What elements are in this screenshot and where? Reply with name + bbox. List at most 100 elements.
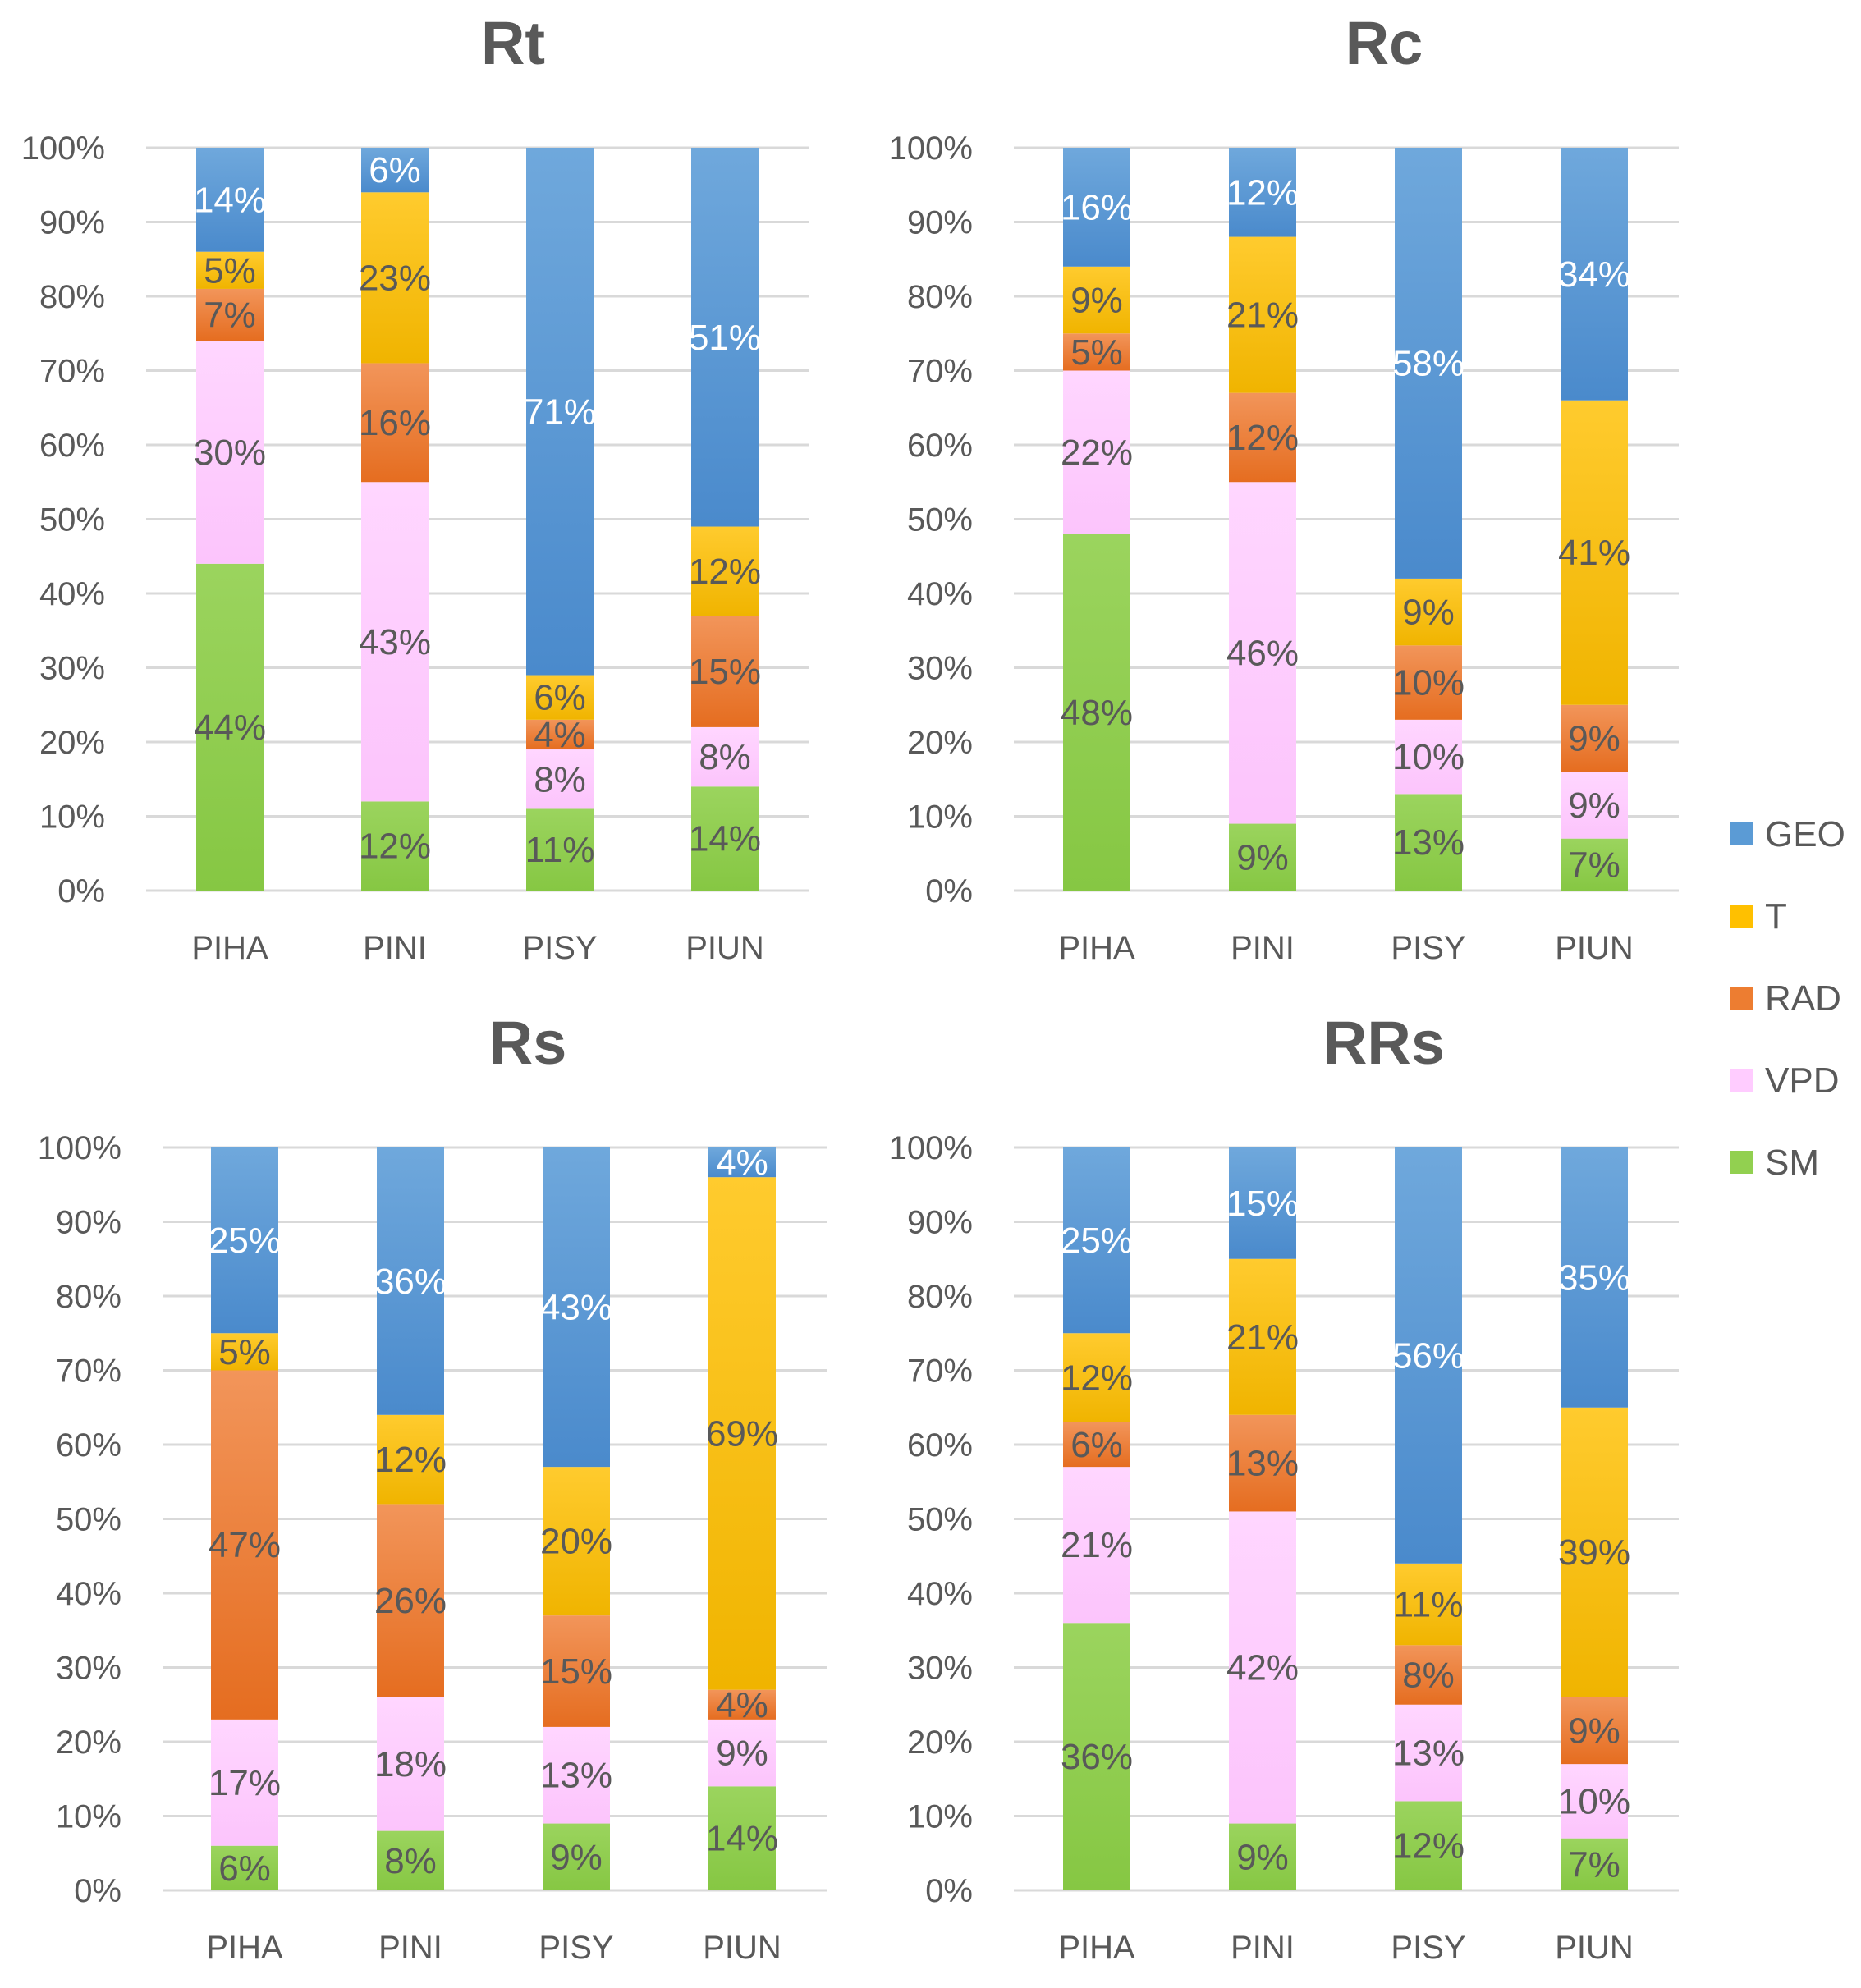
data-label: 15% [689, 652, 761, 692]
x-category-label: PIHA [206, 1930, 283, 1966]
data-label: 5% [1070, 332, 1123, 373]
bar-segment-t [1063, 1333, 1130, 1422]
bar-segment-vpd [691, 726, 759, 787]
data-label: 5% [204, 250, 256, 291]
bar-segment-t [196, 251, 264, 289]
legend-label: RAD [1765, 978, 1841, 1019]
data-label: 8% [534, 759, 586, 799]
x-category-label: PIUN [1555, 930, 1634, 966]
bar-segment-geo [526, 148, 594, 676]
x-category-label: PINI [1231, 930, 1295, 966]
data-label: 12% [1226, 418, 1299, 458]
x-category-label: PIUN [1555, 1930, 1634, 1966]
data-label: 26% [374, 1581, 447, 1621]
y-tick-label: 50% [56, 1502, 121, 1538]
y-tick-label: 80% [907, 279, 973, 315]
y-tick-label: 50% [39, 502, 105, 538]
data-label: 47% [209, 1525, 281, 1565]
chart-title: Rc [1345, 9, 1423, 77]
x-category-label: PINI [363, 930, 427, 966]
data-label: 9% [716, 1734, 768, 1774]
bar-segment-rad [543, 1615, 610, 1727]
y-tick-label: 60% [56, 1427, 121, 1464]
y-tick-label: 80% [39, 279, 105, 315]
data-label: 51% [689, 318, 761, 358]
y-tick-label: 90% [56, 1205, 121, 1241]
data-label: 11% [525, 830, 595, 870]
y-tick-label: 40% [907, 1576, 973, 1612]
bar-segment-geo [211, 1147, 278, 1334]
legend-swatch-t [1730, 905, 1753, 928]
chart-title: RRs [1323, 1009, 1445, 1077]
y-tick-label: 30% [907, 651, 973, 687]
y-tick-label: 90% [907, 205, 973, 241]
data-label: 71% [524, 392, 596, 432]
data-label: 48% [1061, 693, 1133, 733]
y-tick-label: 40% [907, 576, 973, 612]
data-label: 43% [540, 1288, 612, 1328]
bar-segment-geo [1229, 148, 1296, 237]
data-label: 12% [359, 827, 431, 867]
y-tick-label: 40% [39, 576, 105, 612]
data-label: 6% [369, 150, 421, 190]
bar-segment-rad [526, 719, 594, 750]
data-label: 18% [374, 1744, 447, 1784]
data-label: 10% [1392, 663, 1465, 703]
data-label: 13% [1392, 1734, 1465, 1774]
x-category-label: PISY [1391, 1930, 1465, 1966]
data-label: 14% [706, 1819, 778, 1859]
y-tick-label: 70% [56, 1354, 121, 1390]
bar-segment-sm [526, 808, 594, 891]
data-label: 43% [359, 622, 431, 662]
bar-segment-vpd [1395, 719, 1462, 795]
legend-swatch-rad [1730, 987, 1753, 1010]
bar-segment-vpd [196, 341, 264, 564]
chart-panel-rt: Rt 0% 10% 20% 30% 40% 50% 60% 70% 80% 90% 100% 44% 3… [21, 9, 809, 966]
y-tick-label: 80% [56, 1279, 121, 1315]
bar-segment-geo [377, 1147, 444, 1415]
x-category-label: PISY [539, 1930, 613, 1966]
y-tick-label: 20% [39, 725, 105, 761]
data-label: 14% [689, 819, 761, 859]
data-label: 69% [706, 1413, 778, 1454]
legend-swatch-geo [1730, 822, 1753, 845]
y-tick-label: 80% [907, 1279, 973, 1315]
x-category-label: PIUN [703, 1930, 782, 1966]
y-tick-label: 70% [907, 354, 973, 390]
x-category-label: PIUN [685, 930, 764, 966]
bar-segment-t [708, 1177, 776, 1690]
data-label: 9% [1402, 593, 1455, 633]
bar-segment-t [691, 526, 759, 616]
y-tick-label: 30% [907, 1651, 973, 1687]
bar-segment-vpd [708, 1719, 776, 1787]
y-tick-label: 20% [56, 1725, 121, 1761]
bar-segment-t [543, 1467, 610, 1616]
chart-title: Rs [489, 1009, 567, 1077]
data-label: 7% [204, 295, 256, 336]
bar-segment-t [1561, 400, 1628, 705]
bar-segment-t [377, 1414, 444, 1505]
bar-segment-sm [1063, 534, 1130, 891]
bar-segment-vpd [1229, 1511, 1296, 1824]
data-label: 20% [540, 1522, 612, 1562]
y-tick-label: 10% [907, 799, 973, 836]
bar-segment-sm [691, 786, 759, 891]
data-label: 9% [1236, 1837, 1289, 1877]
legend-swatch-vpd [1730, 1069, 1753, 1092]
data-label: 56% [1392, 1335, 1465, 1376]
y-tick-label: 20% [907, 725, 973, 761]
bar-segment-t [1229, 236, 1296, 393]
bar-segment-rad [1561, 704, 1628, 772]
x-category-label: PINI [1231, 1930, 1295, 1966]
y-tick-label: 10% [907, 1799, 973, 1835]
data-label: 44% [194, 708, 266, 748]
data-label: 25% [1061, 1221, 1133, 1261]
bar-segment-rad [377, 1504, 444, 1697]
bar-segment-vpd [361, 482, 429, 802]
data-label: 12% [1392, 1826, 1465, 1867]
bar-segment-rad [1395, 645, 1462, 720]
bar-segment-geo [1063, 148, 1130, 267]
bar-segment-sm [1395, 794, 1462, 891]
x-category-label: PIHA [191, 930, 268, 966]
data-label: 16% [1061, 187, 1133, 227]
